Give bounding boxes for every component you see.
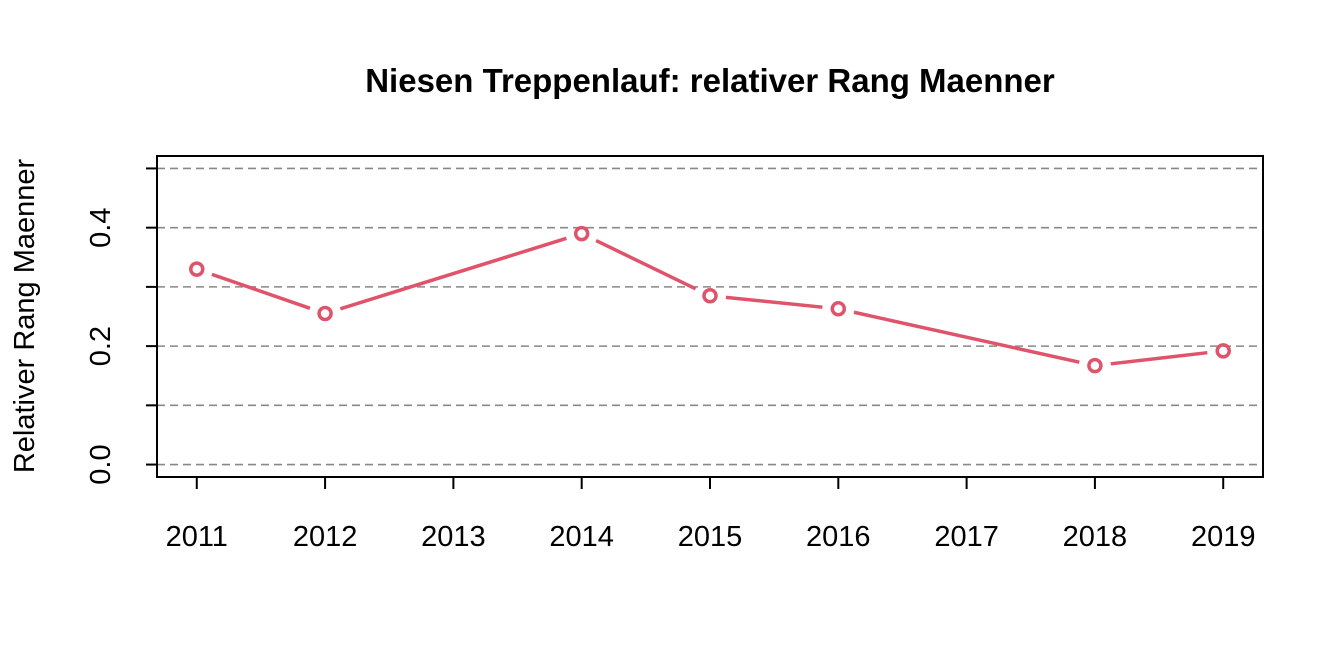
plot-frame	[156, 155, 1264, 478]
series-line-segment	[1110, 350, 1208, 366]
data-point	[830, 301, 847, 317]
series-line-segment	[595, 238, 697, 291]
y-tick-label: 0.0	[85, 444, 117, 484]
data-point	[1215, 343, 1231, 359]
data-point	[317, 305, 333, 322]
x-tick-label: 2013	[421, 521, 486, 553]
x-tick-label: 2018	[1063, 521, 1128, 553]
series-layer	[189, 225, 1231, 374]
y-tick-label: 0.2	[85, 326, 117, 366]
y-axis-label: Relativer Rang Maenner	[9, 158, 41, 473]
series-line-segment	[725, 295, 823, 309]
x-tick-label: 2017	[934, 521, 999, 553]
data-point	[1087, 357, 1103, 374]
x-tick-label: 2014	[549, 521, 614, 553]
x-tick-label: 2011	[166, 521, 228, 553]
x-tick-label: 2012	[293, 521, 358, 553]
x-tick-label: 2016	[806, 521, 871, 553]
grid-lines	[157, 167, 1263, 466]
data-point	[189, 261, 205, 277]
y-tick-label: 0.4	[85, 207, 117, 247]
x-tick-label: 2019	[1191, 521, 1256, 553]
axes: 0.0 0.2 0.4 2011 2012 2013 2014 2015 2016 2017 201…	[85, 167, 1256, 553]
x-tick-label: 2015	[678, 521, 743, 553]
chart-title: Niesen Treppenlauf: relativer Rang Maenn…	[365, 62, 1055, 99]
data-point	[573, 225, 590, 242]
data-point	[702, 288, 718, 304]
series-line-segment	[339, 236, 567, 311]
series-line-segment	[853, 310, 1080, 364]
series-line-segment	[211, 272, 311, 310]
